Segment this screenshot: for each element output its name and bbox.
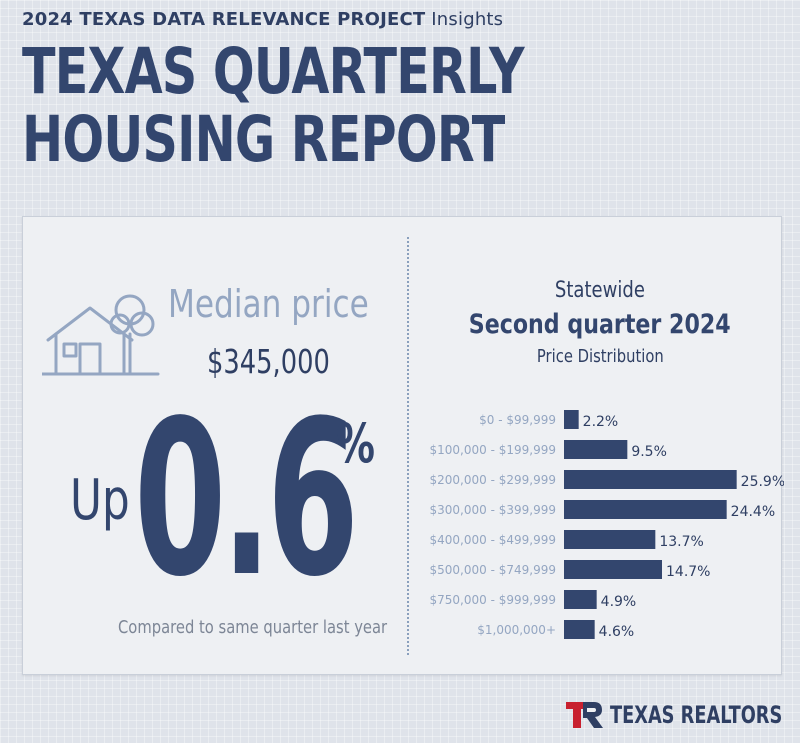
panel-divider <box>407 237 409 655</box>
category-label: $1,000,000+ <box>477 623 556 637</box>
kicker-insights: Insights <box>431 9 504 30</box>
bar <box>564 560 662 579</box>
change-percentage: 0.6 <box>134 375 359 624</box>
chart-subtitle: Price Distribution <box>536 346 664 367</box>
category-label: $0 - $99,999 <box>479 413 556 427</box>
distribution-header: Statewide Second quarter 2024 Price Dist… <box>430 276 770 370</box>
price-distribution-chart: $0 - $99,999 2.2% $100,000 - $199,999 9.5% $… <box>430 410 784 640</box>
value-label: 2.2% <box>583 414 619 430</box>
kicker-project: 2024 TEXAS DATA RELEVANCE PROJECT <box>22 9 426 30</box>
median-price-value: $345,000 <box>207 342 330 381</box>
comparison-note: Compared to same quarter last year <box>118 617 388 638</box>
value-label: 4.9% <box>601 594 637 610</box>
value-label: 24.4% <box>731 504 775 520</box>
percent-sign: % <box>336 412 375 475</box>
category-label: $300,000 - $399,999 <box>430 503 556 517</box>
up-label: Up <box>70 468 130 533</box>
bar <box>564 530 656 549</box>
house-icon <box>42 294 160 376</box>
bar <box>564 440 628 459</box>
bar <box>564 410 579 429</box>
category-label: $500,000 - $749,999 <box>430 563 556 577</box>
value-label: 25.9% <box>741 474 784 490</box>
period-label: Second quarter 2024 <box>469 309 731 340</box>
value-label: 14.7% <box>666 564 710 580</box>
texas-realtors-logo-mark <box>566 702 603 728</box>
kicker: 2024 TEXAS DATA RELEVANCE PROJECT Insigh… <box>22 8 782 32</box>
median-price-label: Median price <box>168 282 369 326</box>
region-label: Statewide <box>554 278 646 303</box>
report-header: 2024 TEXAS DATA RELEVANCE PROJECT Insigh… <box>22 8 782 174</box>
value-label: 13.7% <box>659 534 703 550</box>
logo-text: TEXAS REALTORS <box>610 701 783 729</box>
category-label: $400,000 - $499,999 <box>430 533 556 547</box>
value-label: 4.6% <box>599 624 635 640</box>
content-panel <box>22 216 782 675</box>
category-label: $750,000 - $999,999 <box>430 593 556 607</box>
bar <box>564 500 727 519</box>
category-label: $100,000 - $199,999 <box>430 443 556 457</box>
bar <box>564 590 597 609</box>
value-label: 9.5% <box>631 444 667 460</box>
report-title: TEXAS QUARTERLY HOUSING REPORT <box>22 38 615 174</box>
bar <box>564 470 737 489</box>
bar <box>564 620 595 639</box>
title-line-2: HOUSING REPORT <box>22 103 505 176</box>
category-label: $200,000 - $299,999 <box>430 473 556 487</box>
title-line-1: TEXAS QUARTERLY <box>22 35 525 108</box>
